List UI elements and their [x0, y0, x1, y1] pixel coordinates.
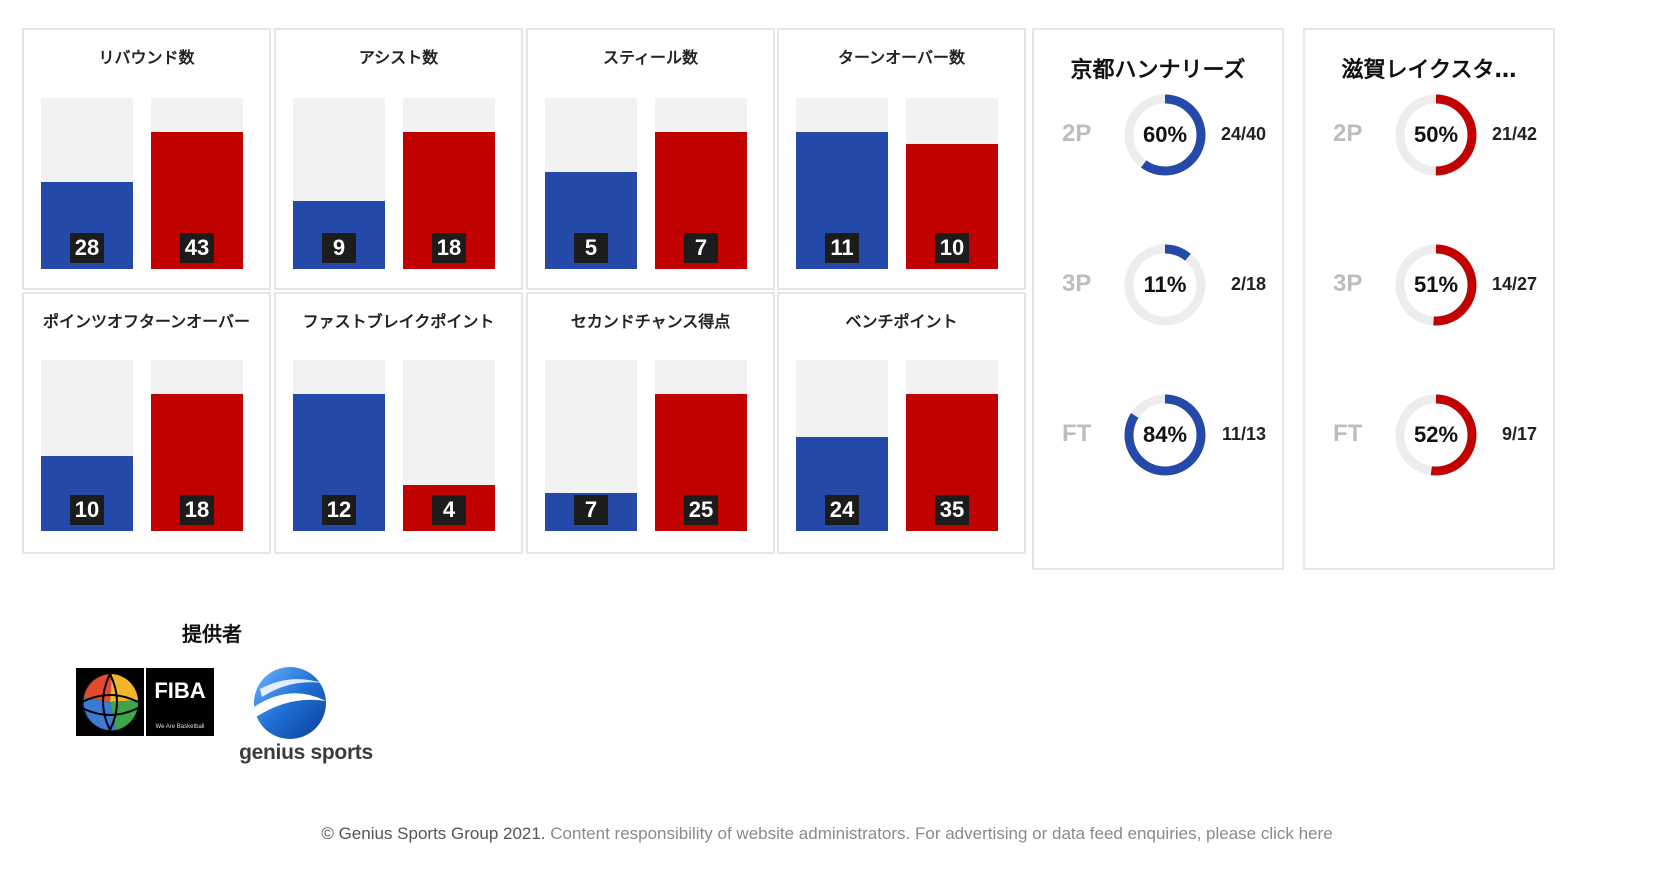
- fiba-tagline: We Are Basketball: [155, 724, 205, 730]
- percentage-donut: 84%: [1120, 390, 1210, 480]
- shooting-row: 2P 60% 24/40: [1034, 90, 1282, 180]
- away-value: 43: [180, 233, 214, 263]
- stat-card: リバウンド数 28 43: [22, 28, 271, 290]
- made-attempted: 9/17: [1501, 424, 1537, 444]
- percentage-value: 60%: [1142, 122, 1188, 147]
- home-bar: 12: [293, 360, 385, 531]
- team-name: 京都ハンナリーズ: [1070, 58, 1246, 83]
- percentage-donut: 50%: [1391, 90, 1481, 180]
- away-bar: 18: [151, 360, 243, 531]
- away-bar: 4: [403, 360, 495, 531]
- away-value: 10: [935, 233, 969, 263]
- fiba-ball-icon: [76, 668, 144, 736]
- made-attempted: 14/27: [1491, 274, 1537, 294]
- home-bar: 7: [545, 360, 637, 531]
- percentage-donut: 51%: [1391, 240, 1481, 330]
- fiba-logo[interactable]: FIBA We Are Basketball: [76, 668, 214, 736]
- copyright-text: © Genius Sports Group 2021.: [321, 824, 546, 843]
- home-bar: 9: [293, 98, 385, 269]
- shot-type-label: FT: [1062, 420, 1092, 447]
- shot-type-label: 2P: [1333, 120, 1363, 147]
- stat-card: ポインツオフターンオーバー 10 18: [22, 292, 271, 554]
- shooting-row: 2P 50% 21/42: [1305, 90, 1553, 180]
- away-value: 25: [684, 495, 718, 525]
- percentage-value: 11%: [1143, 272, 1187, 297]
- stat-card: ターンオーバー数 11 10: [777, 28, 1026, 290]
- stat-title: ファストブレイクポイント: [302, 312, 495, 331]
- shooting-row: 3P 11% 2/18: [1034, 240, 1282, 330]
- away-value: 35: [935, 495, 969, 525]
- fiba-wordmark: FIBA We Are Basketball: [146, 668, 214, 736]
- stat-title: アシスト数: [358, 48, 439, 67]
- shot-type-label: 3P: [1062, 270, 1092, 297]
- stat-card: セカンドチャンス得点 7 25: [526, 292, 775, 554]
- home-value: 28: [70, 233, 104, 263]
- stat-card: ファストブレイクポイント 12 4: [274, 292, 523, 554]
- stat-title: ポインツオフターンオーバー: [42, 312, 251, 331]
- stat-title: リバウンド数: [98, 48, 195, 67]
- home-value: 10: [70, 495, 104, 525]
- stat-title: ターンオーバー数: [837, 48, 966, 67]
- team-shooting-panel: 京都ハンナリーズ 2P 60% 24/40 3P 11% 2/18 FT 84% 11/13: [1032, 28, 1284, 570]
- away-value: 4: [432, 495, 466, 525]
- stat-title: セカンドチャンス得点: [570, 312, 731, 331]
- made-attempted: 21/42: [1491, 124, 1537, 144]
- stat-card: アシスト数 9 18: [274, 28, 523, 290]
- made-attempted: 2/18: [1230, 274, 1266, 294]
- away-bar: 7: [655, 98, 747, 269]
- percentage-donut: 52%: [1391, 390, 1481, 480]
- providers-title: 提供者: [182, 622, 242, 646]
- stat-title: スティール数: [602, 48, 699, 67]
- percentage-value: 50%: [1413, 122, 1459, 147]
- shooting-row: FT 52% 9/17: [1305, 390, 1553, 480]
- percentage-value: 52%: [1413, 422, 1459, 447]
- shooting-row: 3P 51% 14/27: [1305, 240, 1553, 330]
- away-value: 18: [432, 233, 466, 263]
- fiba-name: FIBA: [154, 678, 206, 703]
- stat-card: スティール数 5 7: [526, 28, 775, 290]
- shot-type-label: FT: [1333, 420, 1363, 447]
- stat-title: ベンチポイント: [845, 312, 958, 331]
- away-value: 7: [684, 233, 718, 263]
- home-value: 24: [825, 495, 859, 525]
- genius-sports-logo[interactable]: genius sports: [232, 665, 380, 765]
- away-bar: 25: [655, 360, 747, 531]
- away-bar: 35: [906, 360, 998, 531]
- home-value: 7: [574, 495, 608, 525]
- shot-type-label: 2P: [1062, 120, 1092, 147]
- percentage-donut: 11%: [1120, 240, 1210, 330]
- home-bar: 11: [796, 98, 888, 269]
- home-value: 11: [825, 233, 859, 263]
- shot-type-label: 3P: [1333, 270, 1363, 297]
- home-bar: 5: [545, 98, 637, 269]
- stat-card: ベンチポイント 24 35: [777, 292, 1026, 554]
- home-bar: 24: [796, 360, 888, 531]
- footer: © Genius Sports Group 2021. Content resp…: [0, 824, 1654, 844]
- home-bar: 28: [41, 98, 133, 269]
- home-value: 5: [574, 233, 608, 263]
- made-attempted: 11/13: [1221, 424, 1266, 444]
- away-value: 18: [180, 495, 214, 525]
- away-bar: 43: [151, 98, 243, 269]
- genius-name: genius sports: [239, 741, 373, 764]
- genius-sphere-icon: [254, 667, 326, 739]
- percentage-value: 84%: [1142, 422, 1188, 447]
- footer-link[interactable]: Content responsibility of website admini…: [545, 824, 1333, 843]
- home-value: 9: [322, 233, 356, 263]
- away-bar: 18: [403, 98, 495, 269]
- team-shooting-panel: 滋賀レイクスタ… 2P 50% 21/42 3P 51% 14/27 FT 52% 9/17: [1303, 28, 1555, 570]
- made-attempted: 24/40: [1220, 124, 1266, 144]
- home-value: 12: [322, 495, 356, 525]
- percentage-donut: 60%: [1120, 90, 1210, 180]
- team-name: 滋賀レイクスタ…: [1341, 58, 1517, 83]
- away-bar: 10: [906, 98, 998, 269]
- shooting-row: FT 84% 11/13: [1034, 390, 1282, 480]
- percentage-value: 51%: [1413, 272, 1459, 297]
- home-bar: 10: [41, 360, 133, 531]
